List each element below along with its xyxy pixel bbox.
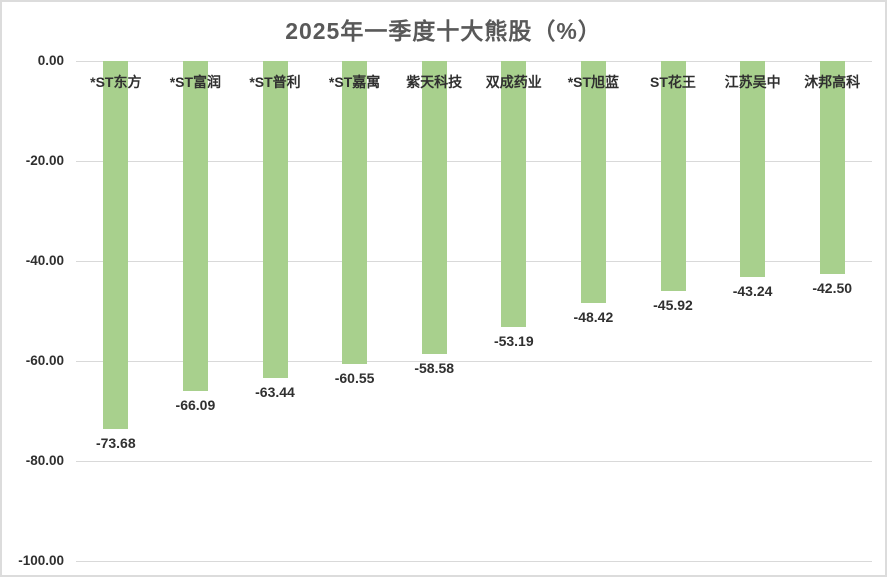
chart-title: 2025年一季度十大熊股（%） bbox=[285, 18, 602, 44]
data-label: -43.24 bbox=[732, 283, 773, 300]
data-label: -45.92 bbox=[653, 296, 693, 313]
bar-双成药业 bbox=[501, 61, 527, 327]
bar-*ST东方 bbox=[103, 61, 129, 430]
gridline bbox=[76, 561, 872, 562]
category-label: *ST东方 bbox=[90, 74, 142, 90]
category-label: *ST嘉寓 bbox=[328, 74, 381, 90]
data-label: -66.09 bbox=[175, 397, 216, 414]
bar-*ST富润 bbox=[182, 61, 208, 392]
gridline bbox=[76, 61, 872, 62]
gridline bbox=[76, 161, 872, 162]
category-label: 江苏吴中 bbox=[724, 74, 781, 90]
bar-*ST旭蓝 bbox=[580, 61, 606, 304]
gridline bbox=[76, 361, 872, 362]
data-label: -48.42 bbox=[573, 309, 614, 326]
bar-紫天科技 bbox=[421, 61, 447, 354]
gridline bbox=[76, 461, 872, 462]
bar-*ST普利 bbox=[262, 61, 288, 379]
category-label: *ST富润 bbox=[169, 74, 222, 90]
y-axis-tick-label: -40.00 bbox=[25, 253, 64, 268]
category-label: ST花王 bbox=[650, 74, 696, 90]
y-axis-tick-label: -60.00 bbox=[25, 353, 64, 368]
category-label: *ST普利 bbox=[249, 74, 301, 90]
y-axis-tick-label: -100.00 bbox=[18, 553, 64, 568]
category-label: 沐邦高科 bbox=[804, 74, 861, 90]
category-label: *ST旭蓝 bbox=[567, 74, 620, 90]
bar-ST花王 bbox=[660, 61, 686, 291]
category-label: 双成药业 bbox=[485, 74, 542, 90]
bar-江苏吴中 bbox=[740, 61, 766, 278]
data-label: -42.50 bbox=[812, 279, 853, 296]
y-axis-tick-label: -20.00 bbox=[25, 153, 64, 168]
category-label: 紫天科技 bbox=[406, 74, 463, 90]
bar-沐邦高科 bbox=[819, 61, 845, 274]
data-label: -60.55 bbox=[334, 369, 375, 386]
data-label: -58.58 bbox=[414, 359, 455, 376]
data-label: -73.68 bbox=[95, 435, 136, 452]
bar-*ST嘉寓 bbox=[342, 61, 368, 364]
y-axis-tick-label: 0.00 bbox=[37, 53, 64, 68]
data-label: -53.19 bbox=[493, 332, 534, 349]
gridline bbox=[76, 261, 872, 262]
data-label: -63.44 bbox=[255, 384, 295, 401]
y-axis-tick-label: -80.00 bbox=[25, 453, 64, 468]
